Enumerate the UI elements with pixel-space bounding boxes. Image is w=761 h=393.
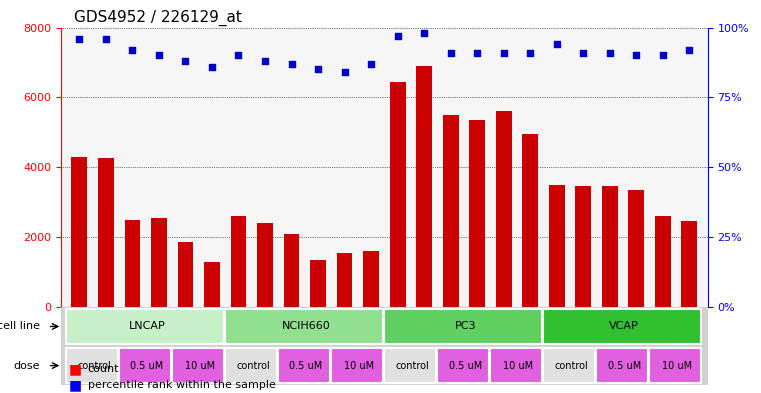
Text: 10 uM: 10 uM xyxy=(662,361,693,371)
Point xyxy=(391,33,403,39)
Point xyxy=(180,58,192,64)
Bar xyxy=(654,216,670,307)
Point xyxy=(100,35,112,42)
Bar xyxy=(495,111,511,307)
Text: percentile rank within the sample: percentile rank within the sample xyxy=(88,380,275,390)
Point xyxy=(550,41,562,48)
FancyBboxPatch shape xyxy=(384,309,542,344)
Bar xyxy=(284,233,300,307)
Bar xyxy=(177,242,193,307)
Text: 10 uM: 10 uM xyxy=(185,361,215,371)
Bar xyxy=(416,66,432,307)
Point xyxy=(498,50,510,56)
Text: ■: ■ xyxy=(68,362,81,376)
FancyBboxPatch shape xyxy=(543,309,701,344)
Bar xyxy=(336,253,352,307)
Point xyxy=(657,52,669,59)
Text: 10 uM: 10 uM xyxy=(503,361,533,371)
FancyBboxPatch shape xyxy=(438,348,489,383)
Bar xyxy=(469,120,485,307)
FancyBboxPatch shape xyxy=(225,348,277,383)
FancyBboxPatch shape xyxy=(225,309,383,344)
FancyBboxPatch shape xyxy=(279,348,330,383)
Bar xyxy=(602,186,618,307)
Text: 10 uM: 10 uM xyxy=(344,361,374,371)
Bar xyxy=(151,218,167,307)
FancyBboxPatch shape xyxy=(490,348,542,383)
Point xyxy=(259,58,271,64)
Point xyxy=(232,52,244,59)
Point xyxy=(153,52,165,59)
Text: control: control xyxy=(554,361,588,371)
Bar xyxy=(549,185,565,307)
Text: cell line: cell line xyxy=(0,321,40,331)
Text: PC3: PC3 xyxy=(454,321,476,331)
Point xyxy=(683,47,696,53)
Point xyxy=(603,50,616,56)
Text: control: control xyxy=(395,361,429,371)
Text: NCIH660: NCIH660 xyxy=(282,321,330,331)
Bar xyxy=(575,186,591,307)
Bar xyxy=(363,251,379,307)
Text: LNCAP: LNCAP xyxy=(129,321,165,331)
Bar xyxy=(390,82,406,307)
FancyBboxPatch shape xyxy=(384,348,436,383)
Text: control: control xyxy=(77,361,111,371)
FancyBboxPatch shape xyxy=(649,348,701,383)
Point xyxy=(339,69,351,75)
Point xyxy=(285,61,298,67)
Point xyxy=(630,52,642,59)
FancyBboxPatch shape xyxy=(119,348,171,383)
FancyBboxPatch shape xyxy=(66,309,224,344)
Point xyxy=(206,64,218,70)
FancyBboxPatch shape xyxy=(66,348,118,383)
Bar xyxy=(72,157,88,307)
Text: 0.5 uM: 0.5 uM xyxy=(130,361,164,371)
Text: GDS4952 / 226129_at: GDS4952 / 226129_at xyxy=(74,10,242,26)
Bar xyxy=(257,223,273,307)
Text: 0.5 uM: 0.5 uM xyxy=(607,361,641,371)
Text: count: count xyxy=(88,364,119,375)
FancyBboxPatch shape xyxy=(172,348,224,383)
Text: 0.5 uM: 0.5 uM xyxy=(448,361,482,371)
Text: 0.5 uM: 0.5 uM xyxy=(289,361,323,371)
Point xyxy=(365,61,377,67)
FancyBboxPatch shape xyxy=(597,348,648,383)
Bar xyxy=(522,134,538,307)
Text: control: control xyxy=(236,361,270,371)
Point xyxy=(471,50,483,56)
Bar xyxy=(628,190,644,307)
Text: ■: ■ xyxy=(68,378,81,392)
Bar xyxy=(443,115,459,307)
Point xyxy=(577,50,589,56)
Point xyxy=(418,30,430,36)
Bar xyxy=(681,221,697,307)
Text: VCAP: VCAP xyxy=(610,321,639,331)
Bar xyxy=(204,261,220,307)
Bar xyxy=(231,216,247,307)
Point xyxy=(126,47,139,53)
Point xyxy=(524,50,537,56)
Text: dose: dose xyxy=(13,361,40,371)
Point xyxy=(312,66,324,73)
Point xyxy=(444,50,457,56)
Point xyxy=(73,35,85,42)
Bar xyxy=(125,220,141,307)
Bar xyxy=(98,158,114,307)
FancyBboxPatch shape xyxy=(543,348,595,383)
Bar xyxy=(310,260,326,307)
FancyBboxPatch shape xyxy=(331,348,383,383)
